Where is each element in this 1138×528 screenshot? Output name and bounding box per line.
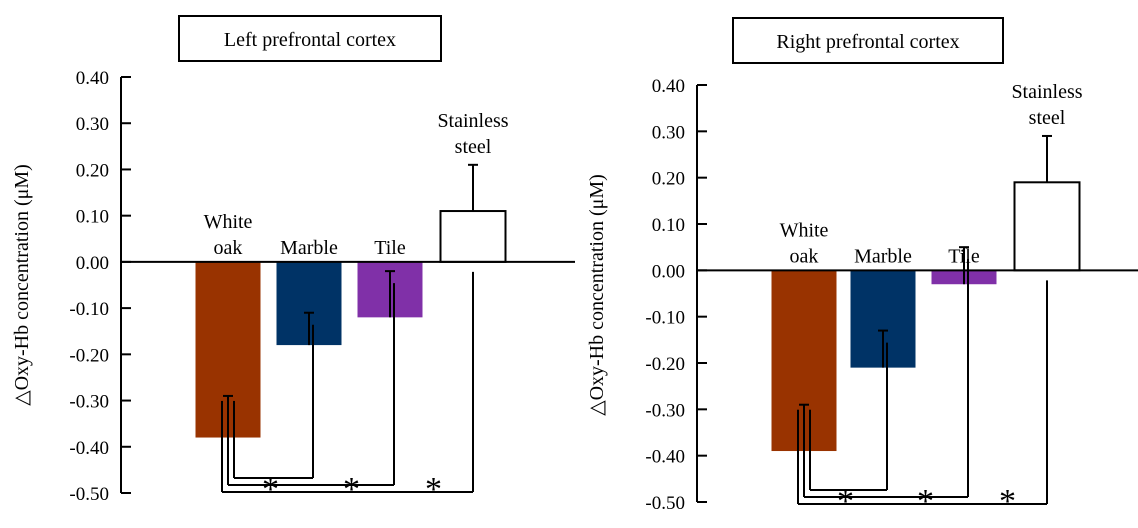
right-category-label: Tile (948, 245, 980, 267)
left-y-tick-label: -0.20 (69, 345, 109, 366)
right-category-label: Stainless (1011, 81, 1082, 103)
right-category-label: Marble (854, 245, 912, 267)
right-significance-asterisk: * (837, 483, 854, 520)
left-chart-title: Left prefrontal cortex (224, 29, 396, 51)
left-significance-asterisk: * (262, 471, 279, 508)
right-chart-title: Right prefrontal cortex (776, 31, 959, 53)
left-y-tick-label: -0.30 (69, 392, 109, 413)
left-y-tick-label: 0.00 (76, 253, 109, 274)
right-y-tick-label: 0.20 (652, 169, 685, 190)
left-significance-asterisk: * (425, 471, 442, 508)
left-y-tick-label: 0.40 (76, 68, 109, 89)
left-category-label: oak (214, 237, 243, 259)
left-category-label: Stainless (437, 110, 508, 132)
right-y-tick-label: 0.10 (652, 215, 685, 236)
right-y-tick-label: -0.10 (645, 308, 685, 329)
right-y-tick-label: -0.30 (645, 400, 685, 421)
left-y-tick-label: -0.50 (69, 484, 109, 505)
right-y-tick-label: -0.50 (645, 493, 685, 514)
left-y-tick-label: 0.20 (76, 160, 109, 181)
left-category-label: steel (455, 136, 492, 158)
left-significance-asterisk: * (343, 471, 360, 508)
right-y-tick-label: 0.00 (652, 261, 685, 282)
left-y-tick-label: 0.30 (76, 114, 109, 135)
right-significance-asterisk: * (999, 483, 1016, 520)
left-y-tick-label: -0.10 (69, 299, 109, 320)
left-y-axis-label: △Oxy-Hb concentration (μM) (11, 164, 33, 406)
right-title-box (732, 17, 1004, 64)
right-category-label: White (780, 219, 829, 241)
left-category-label: Marble (280, 237, 338, 259)
left-category-label: White (204, 211, 253, 233)
right-y-tick-label: -0.20 (645, 354, 685, 375)
right-y-tick-label: -0.40 (645, 447, 685, 468)
right-category-label: steel (1029, 107, 1066, 129)
left-y-tick-label: 0.10 (76, 207, 109, 228)
right-y-axis-label: △Oxy-Hb concentration (μM) (586, 174, 608, 416)
right-bar-4 (1013, 181, 1081, 272)
left-title-box (178, 15, 442, 62)
right-significance-asterisk: * (917, 483, 934, 520)
right-category-label: oak (790, 245, 819, 267)
left-y-tick-label: -0.40 (69, 438, 109, 459)
left-category-label: Tile (374, 237, 406, 259)
right-y-tick-label: 0.40 (652, 76, 685, 97)
right-y-tick-label: 0.30 (652, 122, 685, 143)
left-bar-4 (439, 210, 507, 263)
